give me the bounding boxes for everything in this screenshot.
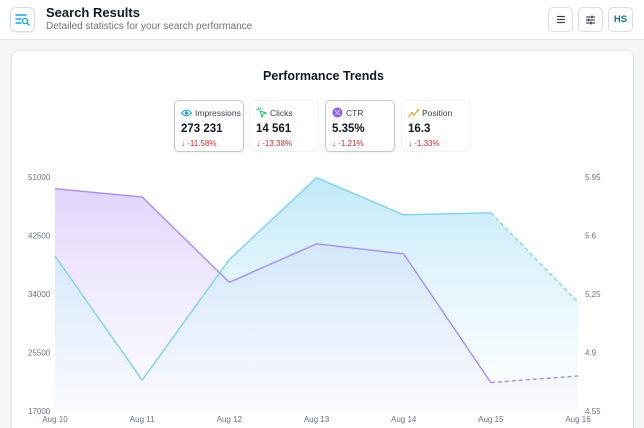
metric-label: Clicks: [270, 107, 293, 118]
x-axis-tick: Aug 10: [42, 415, 68, 424]
x-axis-tick: Aug 16: [565, 415, 591, 424]
metric-impressions[interactable]: Impressions 273 231 ↓ -11.58%: [174, 100, 244, 152]
trend-icon: [408, 107, 419, 118]
right-axis-tick: 5.95: [585, 173, 601, 182]
metric-value: 14 561: [256, 123, 292, 135]
metric-delta: ↓ -13.38%: [256, 139, 293, 148]
right-axis-tick: 4.9: [585, 349, 597, 358]
ctr-line: [54, 188, 492, 383]
metric-position[interactable]: Position 16.3 ↓ -1.33%: [401, 100, 471, 152]
left-axis-tick: 25500: [28, 349, 51, 358]
left-axis-tick: 17000: [28, 407, 51, 416]
impressions-line: [54, 176, 491, 381]
x-axis-tick: Aug 12: [217, 415, 243, 424]
x-axis-tick: Aug 13: [304, 415, 330, 424]
filter-button[interactable]: [578, 7, 603, 32]
chart-title: Performance Trends: [263, 69, 384, 83]
metric-clicks[interactable]: Clicks 14 561 ↓ -13.38%: [249, 100, 319, 152]
right-axis-tick: 5.25: [585, 290, 601, 299]
metric-value: 273 231: [181, 123, 223, 135]
x-axis-tick: Aug 11: [130, 415, 155, 424]
menu-icon: [556, 15, 565, 24]
percent-icon: [332, 107, 343, 118]
x-axis-tick: Aug 14: [391, 415, 417, 424]
left-axis-tick: 34000: [28, 290, 51, 299]
left-axis-tick: 42500: [28, 232, 51, 241]
cursor-click-icon: [256, 107, 267, 118]
metric-delta: ↓ -1.33%: [408, 139, 440, 148]
left-axis-tick: 51000: [28, 173, 51, 182]
page-title: Search Results: [46, 5, 140, 20]
metric-label: Impressions: [195, 107, 241, 118]
page-header: Search Results Detailed statistics for y…: [0, 0, 644, 40]
menu-button[interactable]: [548, 7, 573, 32]
eye-icon: [181, 107, 192, 118]
user-avatar-button[interactable]: HS: [608, 7, 633, 32]
sliders-icon: [586, 15, 595, 24]
metric-ctr[interactable]: CTR 5.35% ↓ -1.21%: [325, 100, 395, 152]
metric-label: Position: [422, 107, 453, 118]
metric-delta: ↓ -1.21%: [332, 139, 364, 148]
metric-label: CTR: [346, 107, 364, 118]
metric-delta: ↓ -11.58%: [181, 139, 217, 148]
right-axis-tick: 5.6: [585, 232, 597, 241]
impressions-area: [55, 177, 578, 411]
ctr-projected-line: [490, 375, 579, 384]
x-axis-tick: Aug 15: [478, 415, 504, 424]
right-axis-tick: 4.55: [585, 407, 601, 416]
metric-value: 16.3: [408, 123, 431, 135]
metric-value: 5.35%: [332, 123, 365, 135]
page-subtitle: Detailed statistics for your search perf…: [46, 21, 253, 32]
search-list-icon: [10, 7, 35, 32]
